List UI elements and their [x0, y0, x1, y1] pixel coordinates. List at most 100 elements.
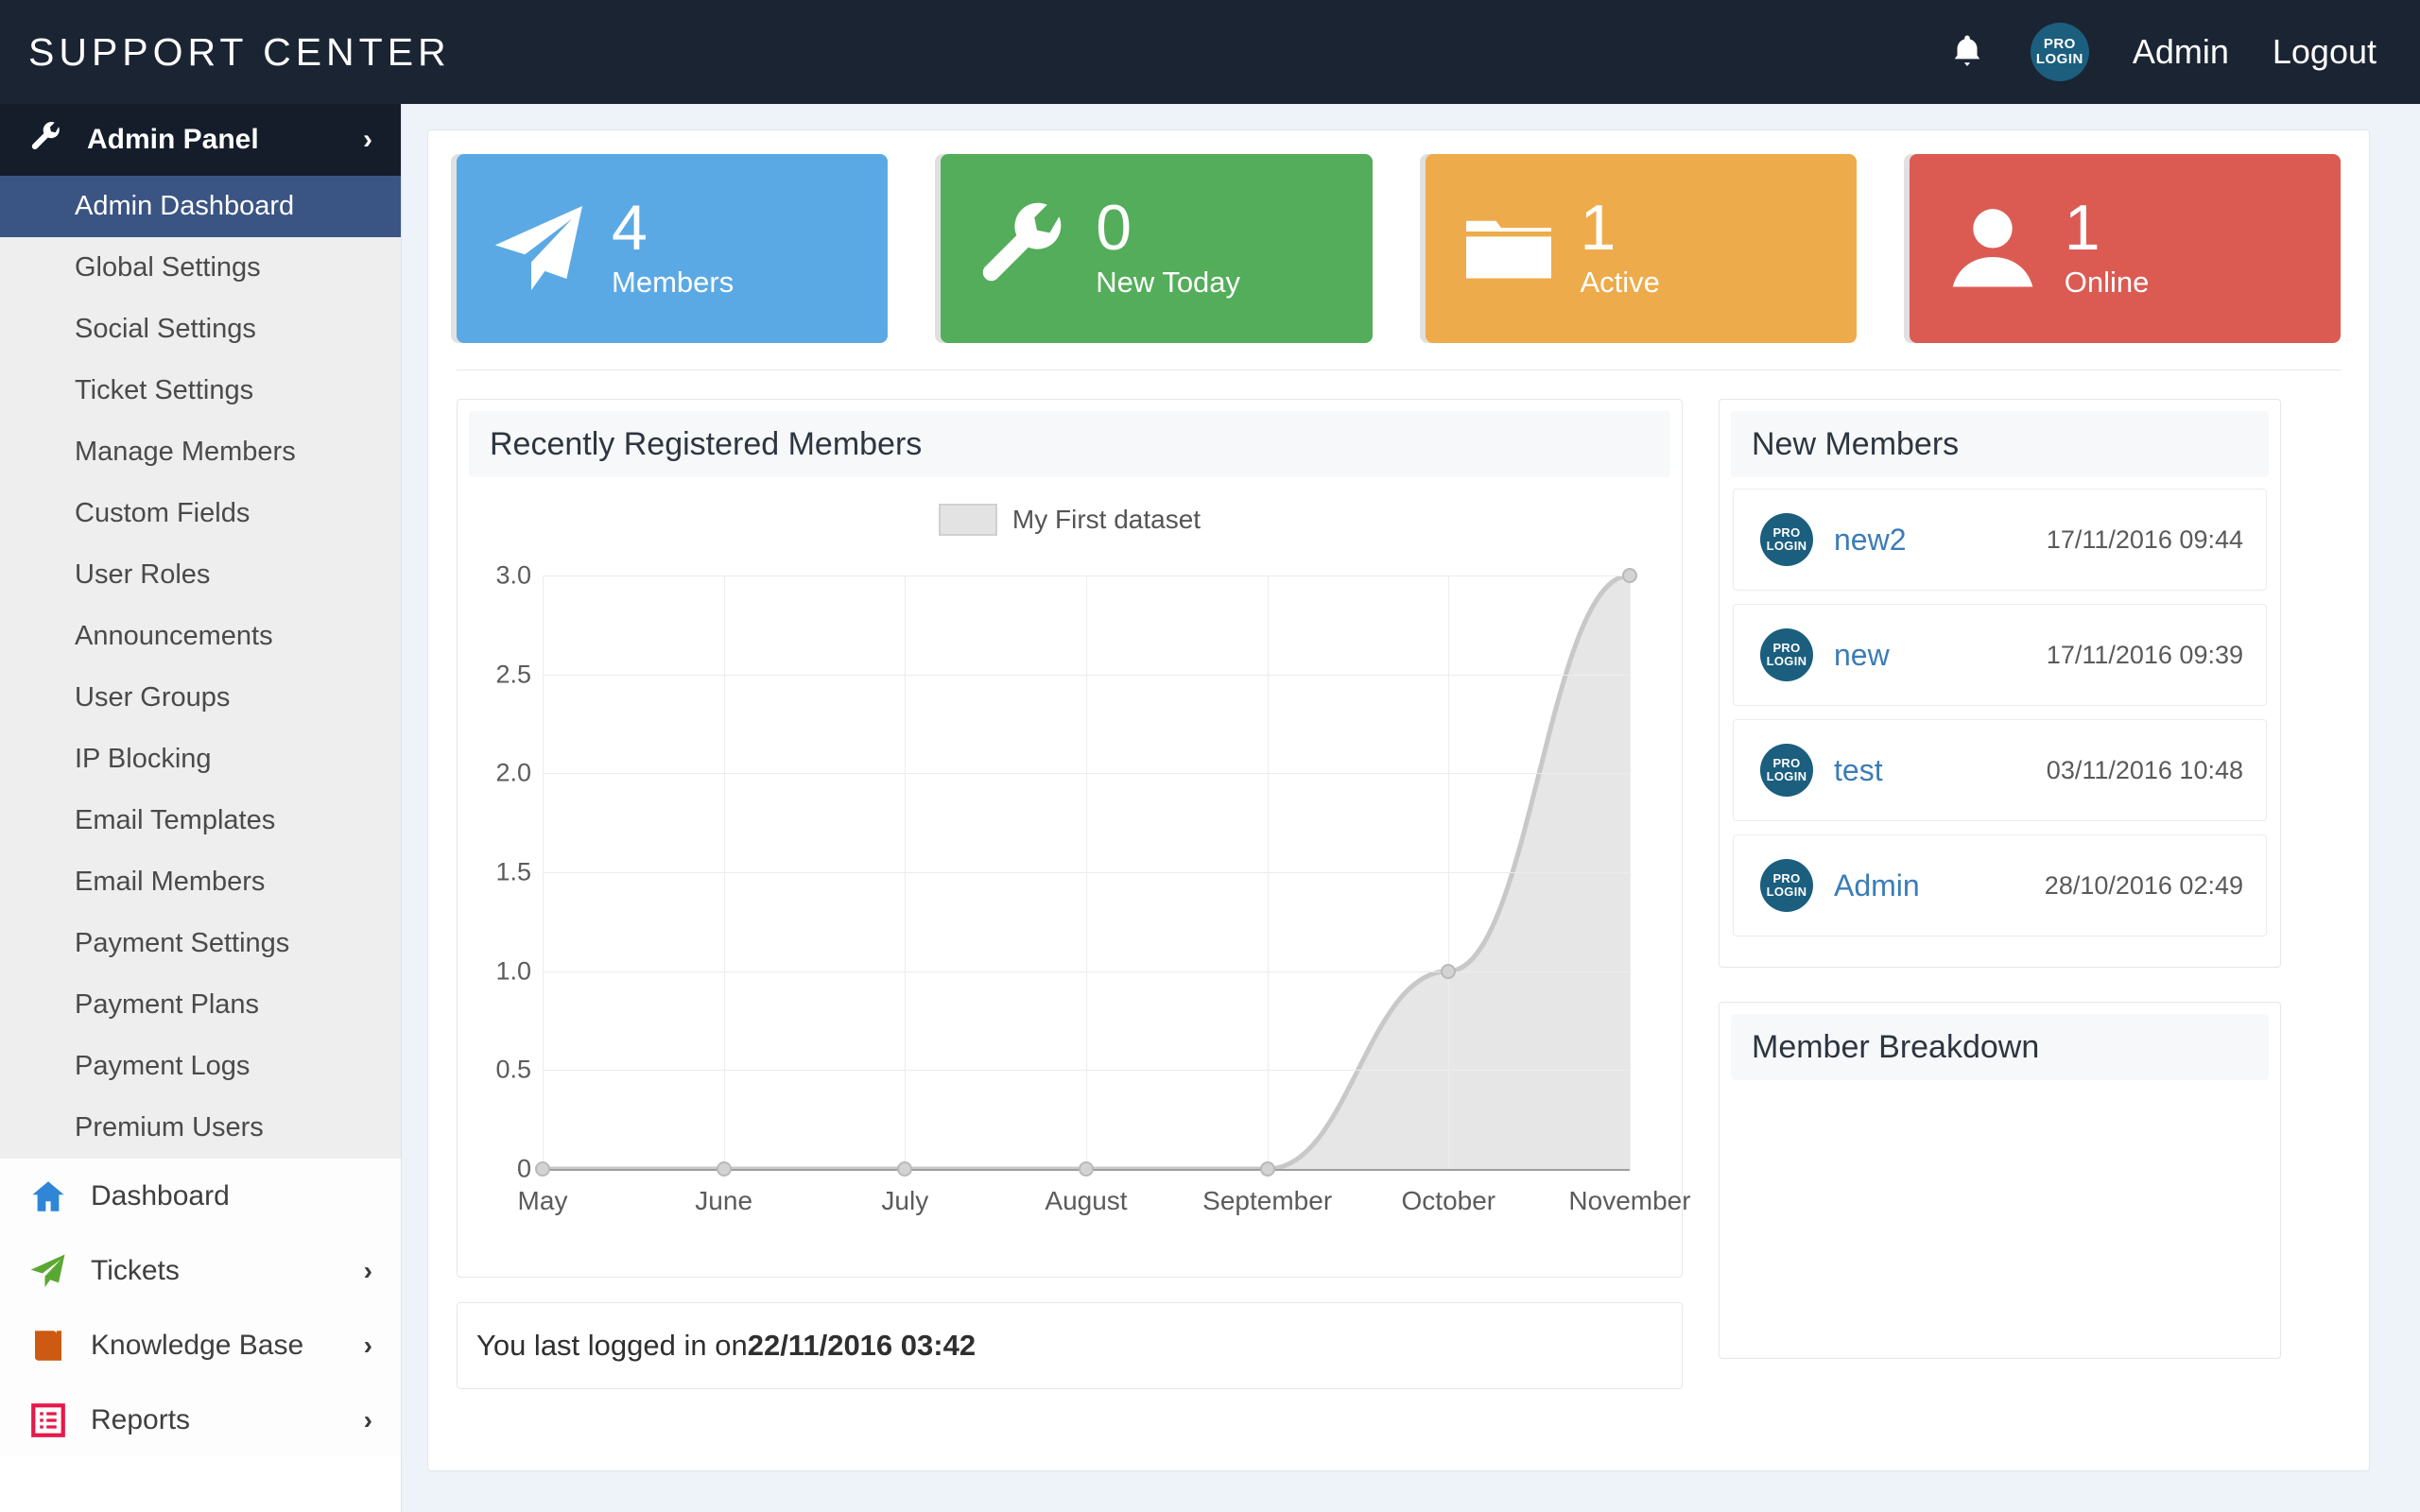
stat-label: Online	[2064, 266, 2150, 300]
last-login-notice: You last logged in on 22/11/2016 03:42	[457, 1302, 1683, 1389]
sidebar-item-email-templates[interactable]: Email Templates	[0, 790, 401, 851]
list-item[interactable]: PRO LOGIN new2 17/11/2016 09:44	[1733, 489, 2267, 591]
chart-gridline-vertical	[1086, 576, 1087, 1169]
sidebar-item-label: Payment Logs	[75, 1051, 251, 1081]
sidebar-item-user-groups[interactable]: User Groups	[0, 667, 401, 729]
avatar[interactable]: PRO LOGIN	[2030, 23, 2089, 81]
legend-label: My First dataset	[1011, 505, 1201, 534]
sidebar-item-social-settings[interactable]: Social Settings	[0, 299, 401, 360]
chart-gridline-vertical	[1448, 576, 1450, 1169]
stat-card-members[interactable]: 4 Members	[457, 154, 889, 343]
sidebar-item-custom-fields[interactable]: Custom Fields	[0, 483, 401, 544]
member-breakdown-title: Member Breakdown	[1731, 1014, 2269, 1080]
sidebar-item-ticket-settings[interactable]: Ticket Settings	[0, 360, 401, 421]
chart-y-tick-label: 1.0	[495, 956, 531, 986]
list-item[interactable]: PRO LOGIN new 17/11/2016 09:39	[1733, 604, 2267, 706]
stat-cards-row: 4 Members 0 New Today 1 Active 1 Online	[457, 154, 2341, 370]
paper-plane-icon	[28, 1251, 68, 1291]
sidebar-item-label: User Roles	[75, 559, 211, 590]
avatar-line-2: LOGIN	[2035, 51, 2083, 67]
chart-panel: Recently Registered Members My First dat…	[457, 399, 1691, 1278]
member-name-link[interactable]: new	[1834, 637, 1890, 672]
dashboard-panel: 4 Members 0 New Today 1 Active 1 Online Recentl…	[427, 129, 2370, 1471]
chart-x-tick-label: July	[881, 1186, 929, 1215]
chart-plot-area: 0 0.5 1.0 1.5 2.0 2.5 3.0 May June July August Sept…	[495, 561, 1690, 1216]
stat-value: 1	[2064, 191, 2100, 264]
sidebar-item-payment-plans[interactable]: Payment Plans	[0, 974, 401, 1036]
avatar-line-2: LOGIN	[1766, 539, 1807, 553]
chart-gridline-vertical	[543, 576, 544, 1169]
sidebar-item-label: Payment Settings	[75, 928, 290, 958]
bell-icon[interactable]	[1947, 30, 1987, 74]
chart-data-point[interactable]	[535, 1161, 550, 1177]
avatar-line-1: PRO	[2043, 36, 2076, 53]
sidebar-item-user-roles[interactable]: User Roles	[0, 544, 401, 606]
sidebar-item-reports[interactable]: Reports ›	[0, 1383, 401, 1457]
stat-label: Members	[612, 266, 735, 300]
chevron-right-icon: ›	[363, 124, 372, 155]
sidebar-item-admin-dashboard[interactable]: Admin Dashboard	[0, 176, 401, 237]
sidebar-item-premium-users[interactable]: Premium Users	[0, 1097, 401, 1159]
avatar-line-1: PRO	[1772, 641, 1801, 656]
sidebar-item-payment-settings[interactable]: Payment Settings	[0, 913, 401, 974]
stat-card-active[interactable]: 1 Active	[1425, 154, 1857, 343]
chart-data-point[interactable]	[897, 1161, 913, 1177]
new-members-title: New Members	[1731, 411, 2269, 477]
chevron-right-icon: ›	[363, 1255, 372, 1285]
avatar-line-2: LOGIN	[1766, 885, 1807, 899]
sidebar-item-knowledge-base[interactable]: Knowledge Base ›	[0, 1308, 401, 1383]
member-name-link[interactable]: test	[1834, 752, 1883, 787]
sidebar-item-admin-panel[interactable]: Admin Panel ›	[0, 104, 401, 176]
sidebar-item-manage-members[interactable]: Manage Members	[0, 421, 401, 483]
chart-gridline-vertical	[1630, 576, 1631, 1169]
list-item[interactable]: PRO LOGIN test 03/11/2016 10:48	[1733, 719, 2267, 821]
member-registered-date: 17/11/2016 09:39	[2046, 640, 2243, 669]
member-registered-date: 03/11/2016 10:48	[2046, 755, 2243, 784]
chart-x-tick-label: September	[1202, 1186, 1333, 1215]
sidebar-main-nav: Dashboard Tickets › Knowledge Base › Reports ›	[0, 1159, 401, 1457]
last-login-date: 22/11/2016 03:42	[747, 1329, 977, 1362]
book-icon	[28, 1326, 68, 1366]
avatar-line-2: LOGIN	[1766, 654, 1807, 668]
logout-link[interactable]: Logout	[2272, 32, 2377, 71]
stat-value: 4	[612, 191, 648, 264]
sidebar-item-tickets[interactable]: Tickets ›	[0, 1233, 401, 1308]
chart-gridline-vertical	[905, 576, 907, 1169]
sidebar-item-payment-logs[interactable]: Payment Logs	[0, 1036, 401, 1097]
chart-data-point[interactable]	[1259, 1161, 1275, 1177]
member-name-link[interactable]: new2	[1834, 522, 1907, 557]
user-icon	[1942, 198, 2044, 300]
chart-data-point[interactable]	[716, 1161, 732, 1177]
sidebar-item-announcements[interactable]: Announcements	[0, 606, 401, 667]
sidebar-item-dashboard[interactable]: Dashboard	[0, 1159, 401, 1233]
sidebar-item-label: Premium Users	[75, 1112, 264, 1143]
legend-swatch	[938, 504, 997, 536]
app-brand-title: SUPPORT CENTER	[28, 29, 451, 74]
list-report-icon	[28, 1400, 68, 1440]
stat-value: 1	[1580, 191, 1616, 264]
chart-data-point[interactable]	[1622, 568, 1637, 583]
avatar: PRO LOGIN	[1760, 628, 1813, 681]
sidebar-item-ip-blocking[interactable]: IP Blocking	[0, 729, 401, 790]
stat-label: Active	[1580, 266, 1660, 300]
new-members-panel: New Members PRO LOGIN new2 17/11/2016 09:44…	[1719, 399, 2281, 968]
chart-x-tick-label: June	[695, 1186, 753, 1215]
header-username[interactable]: Admin	[2132, 32, 2229, 71]
chart-data-point[interactable]	[1079, 1161, 1094, 1177]
sidebar-item-email-members[interactable]: Email Members	[0, 851, 401, 913]
member-name-link[interactable]: Admin	[1834, 868, 1920, 902]
top-header: SUPPORT CENTER PRO LOGIN Admin Logout	[0, 0, 2420, 104]
sidebar-item-global-settings[interactable]: Global Settings	[0, 237, 401, 299]
avatar: PRO LOGIN	[1760, 513, 1813, 566]
sidebar-item-label: Dashboard	[91, 1179, 230, 1211]
stat-card-online[interactable]: 1 Online	[1909, 154, 2341, 343]
chart-y-tick-label: 1.5	[495, 857, 531, 886]
stat-card-new-today[interactable]: 0 New Today	[941, 154, 1373, 343]
chart-panel-title: Recently Registered Members	[469, 411, 1670, 477]
chart-data-point[interactable]	[1441, 963, 1457, 979]
sidebar-admin-list: Admin Dashboard Global Settings Social Set…	[0, 176, 401, 1159]
header-right-controls: PRO LOGIN Admin Logout	[1947, 23, 2420, 81]
sidebar-item-label: Email Members	[75, 867, 266, 897]
list-item[interactable]: PRO LOGIN Admin 28/10/2016 02:49	[1733, 834, 2267, 936]
last-login-prefix: You last logged in on	[476, 1329, 748, 1362]
